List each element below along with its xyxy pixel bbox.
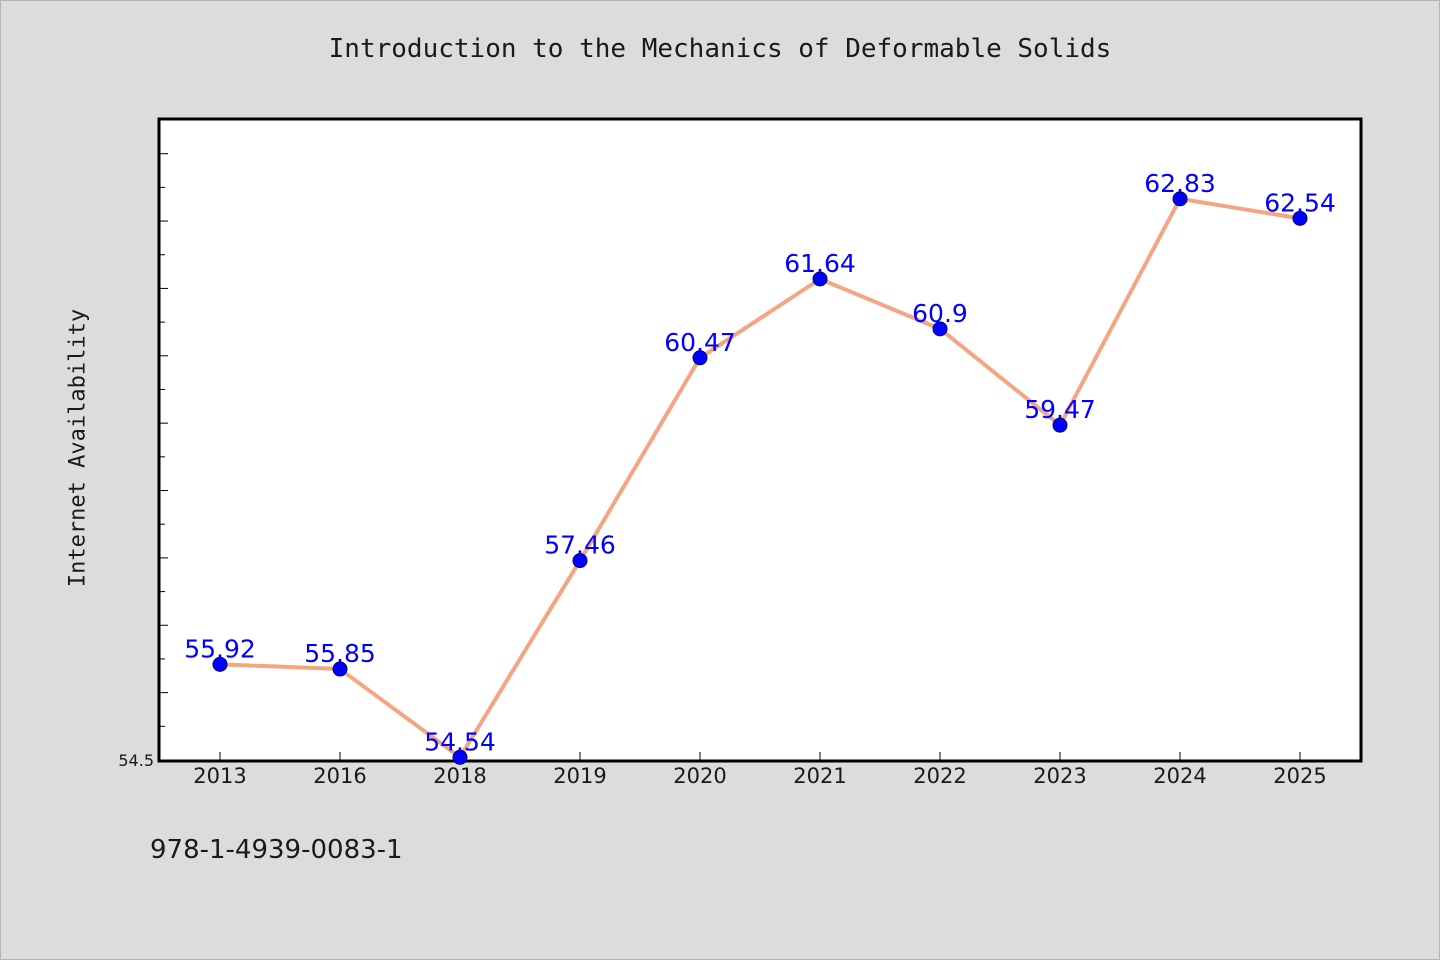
x-tick-label: 2019 xyxy=(553,764,606,788)
x-tick-label: 2016 xyxy=(313,764,366,788)
data-point xyxy=(932,321,948,337)
data-point xyxy=(1292,210,1308,226)
plot-area xyxy=(157,117,1363,763)
data-label: 62.83 xyxy=(1144,169,1216,198)
data-label: 59.47 xyxy=(1024,395,1096,424)
data-point xyxy=(212,656,228,672)
x-tick-label: 2023 xyxy=(1033,764,1086,788)
x-tick-label: 2022 xyxy=(913,764,966,788)
data-label: 60.9 xyxy=(912,299,968,328)
data-point xyxy=(692,350,708,366)
x-tick-label: 2024 xyxy=(1153,764,1206,788)
isbn-text: 978-1-4939-0083-1 xyxy=(150,835,403,865)
y-tick-label: 54.5 xyxy=(118,751,154,770)
x-axis-ticks: 2013 2016 2018 2019 2020 2021 2022 2023 2024 2025 xyxy=(193,752,1327,788)
data-point xyxy=(812,271,828,287)
x-tick-label: 2018 xyxy=(433,764,486,788)
series-layer: 55.92 55.85 54.54 57.46 60.47 61.64 60.9 59.47 6… xyxy=(184,169,1336,765)
chart-title: Introduction to the Mechanics of Deforma… xyxy=(328,34,1112,64)
series-line xyxy=(219,196,1301,760)
y-axis-ticks: 54.5 xyxy=(118,119,168,770)
data-point xyxy=(572,553,588,569)
data-label: 61.64 xyxy=(784,249,856,278)
data-label: 55.85 xyxy=(304,639,376,668)
data-label: 54.54 xyxy=(424,727,496,756)
data-point xyxy=(1172,191,1188,207)
x-tick-label: 2013 xyxy=(193,764,246,788)
data-label: 62.54 xyxy=(1264,188,1336,217)
x-tick-label: 2025 xyxy=(1273,764,1326,788)
data-label: 57.46 xyxy=(544,531,616,560)
x-tick-label: 2020 xyxy=(673,764,726,788)
data-label: 60.47 xyxy=(664,328,736,357)
x-tick-label: 2021 xyxy=(793,764,846,788)
data-point xyxy=(1052,417,1068,433)
data-point xyxy=(452,749,468,765)
data-point xyxy=(332,661,348,677)
data-label: 55.92 xyxy=(184,634,256,663)
